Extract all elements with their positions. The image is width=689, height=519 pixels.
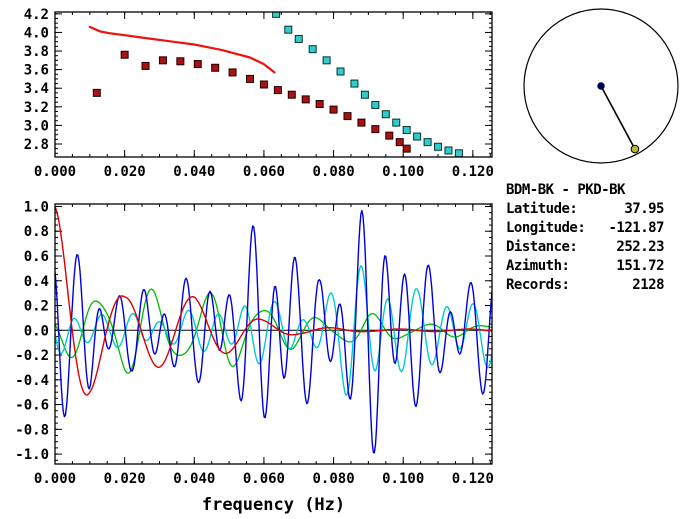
svg-text:0.100: 0.100 xyxy=(382,471,424,487)
svg-text:0.080: 0.080 xyxy=(312,164,354,180)
dispersion-scatter-chart: 0.000 0.020 0.040 0.060 0.080 0.100 0.120 2.8 3.… xyxy=(24,7,494,180)
azimuth-label: Azimuth: xyxy=(506,258,570,274)
svg-text:0.060: 0.060 xyxy=(243,471,285,487)
longitude-label: Longitude: xyxy=(506,220,586,236)
info-row-longitude: Longitude: -121.87 xyxy=(506,219,664,238)
svg-text:-0.4: -0.4 xyxy=(15,373,49,389)
svg-text:-0.8: -0.8 xyxy=(15,422,49,438)
svg-text:0.120: 0.120 xyxy=(452,164,494,180)
latitude-label: Latitude: xyxy=(506,201,578,217)
svg-text:0.8: 0.8 xyxy=(24,224,49,240)
svg-text:3.0: 3.0 xyxy=(24,118,49,134)
svg-text:0.100: 0.100 xyxy=(382,164,424,180)
svg-text:4.0: 4.0 xyxy=(24,25,49,41)
svg-text:4.2: 4.2 xyxy=(24,7,49,23)
info-row-latitude: Latitude: 37.95 xyxy=(506,200,664,219)
svg-text:0.040: 0.040 xyxy=(173,164,215,180)
svg-text:0.020: 0.020 xyxy=(104,471,146,487)
svg-text:-0.2: -0.2 xyxy=(15,348,49,364)
azimuth-value: 151.72 xyxy=(616,258,664,274)
svg-text:3.4: 3.4 xyxy=(24,81,49,97)
svg-text:0.0: 0.0 xyxy=(24,323,49,339)
info-row-records: Records: 2128 xyxy=(506,276,664,295)
svg-text:0.2: 0.2 xyxy=(24,299,49,315)
svg-text:0.120: 0.120 xyxy=(452,471,494,487)
records-value: 2128 xyxy=(632,277,664,293)
info-row-azimuth: Azimuth: 151.72 xyxy=(506,257,664,276)
longitude-value: -121.87 xyxy=(608,220,664,236)
records-label: Records: xyxy=(506,277,570,293)
svg-text:3.6: 3.6 xyxy=(24,63,49,79)
svg-text:2.8: 2.8 xyxy=(24,137,49,153)
azimuth-compass xyxy=(523,8,679,164)
svg-text:0.4: 0.4 xyxy=(24,274,49,290)
svg-text:-0.6: -0.6 xyxy=(15,398,49,414)
svg-text:0.000: 0.000 xyxy=(34,164,76,180)
latitude-value: 37.95 xyxy=(624,201,664,217)
station-pair-title: BDM-BK - PKD-BK xyxy=(506,182,625,198)
svg-text:0.060: 0.060 xyxy=(243,164,285,180)
svg-text:0.040: 0.040 xyxy=(173,471,215,487)
svg-text:1.0: 1.0 xyxy=(24,199,49,215)
svg-text:0.080: 0.080 xyxy=(312,471,354,487)
svg-text:frequency (Hz): frequency (Hz) xyxy=(202,495,345,515)
svg-text:0.6: 0.6 xyxy=(24,249,49,265)
svg-text:0.000: 0.000 xyxy=(34,471,76,487)
distance-value: 252.23 xyxy=(616,239,664,255)
svg-text:3.2: 3.2 xyxy=(24,100,49,116)
station-info-panel: BDM-BK - PKD-BK Latitude: 37.95 Longitud… xyxy=(506,181,664,295)
svg-text:-1.0: -1.0 xyxy=(15,447,49,463)
waveform-chart: 0.000 0.020 0.040 0.060 0.080 0.100 0.120 -1.0 -… xyxy=(15,199,494,515)
distance-label: Distance: xyxy=(506,239,578,255)
svg-text:0.020: 0.020 xyxy=(104,164,146,180)
info-row-distance: Distance: 252.23 xyxy=(506,238,664,257)
svg-text:3.8: 3.8 xyxy=(24,44,49,60)
